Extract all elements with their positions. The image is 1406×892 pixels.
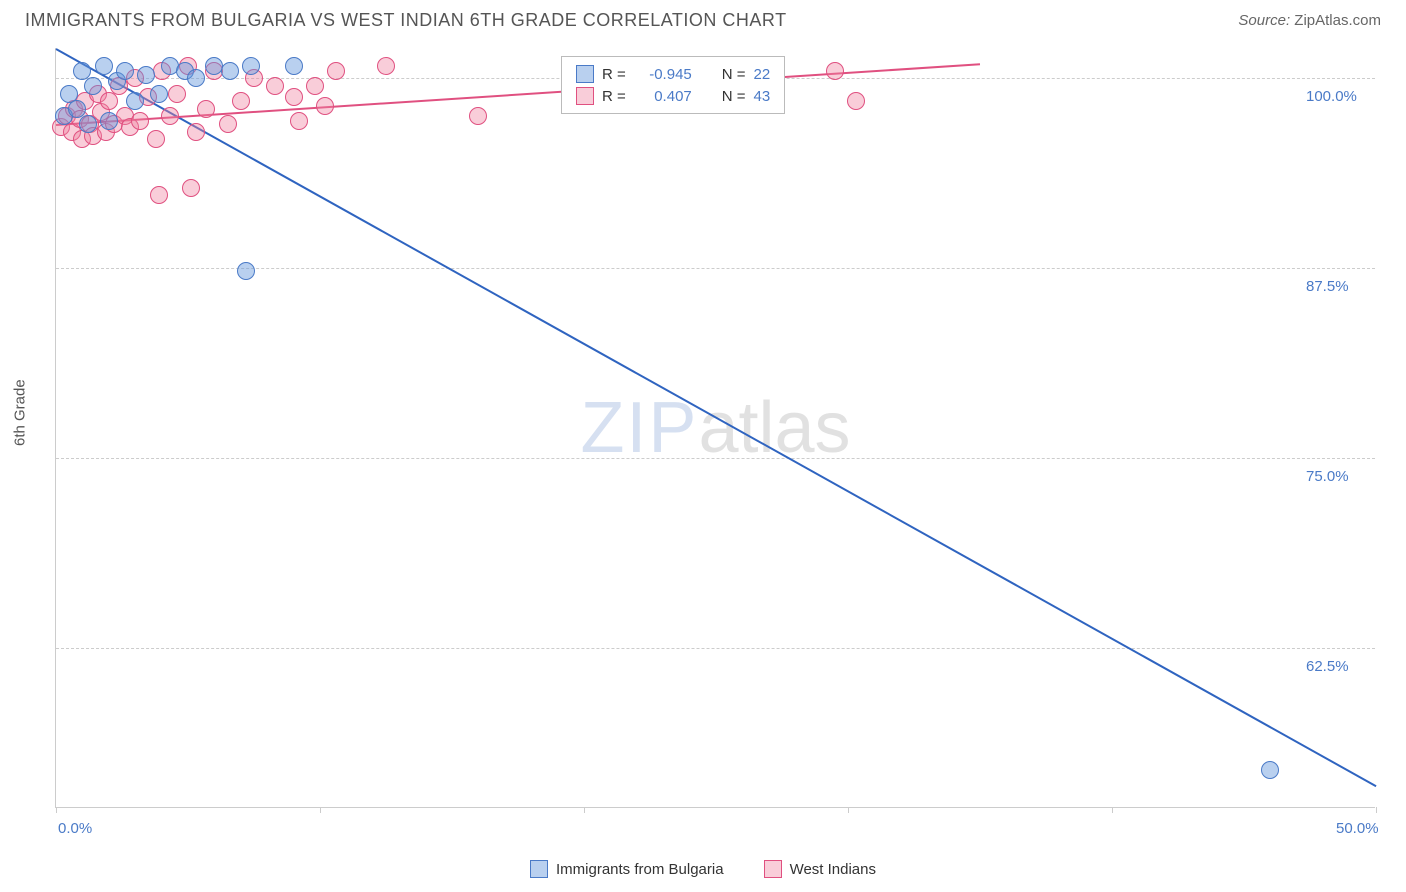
data-point [161, 107, 179, 125]
data-point [100, 112, 118, 130]
data-point [377, 57, 395, 75]
data-point [197, 100, 215, 118]
x-tick-label: 50.0% [1336, 820, 1379, 837]
data-point [306, 77, 324, 95]
legend-swatch-westindian [764, 860, 782, 878]
data-point [242, 57, 260, 75]
source-value: ZipAtlas.com [1294, 12, 1381, 29]
scatter-plot: ZIPatlas 62.5%75.0%87.5%100.0%0.0%50.0%R… [55, 48, 1375, 808]
data-point [116, 62, 134, 80]
data-point [137, 66, 155, 84]
series-legend: Immigrants from Bulgaria West Indians [0, 860, 1406, 878]
stats-r-value: 0.407 [634, 88, 692, 105]
data-point [131, 112, 149, 130]
data-point [237, 262, 255, 280]
legend-label-westindian: West Indians [790, 861, 876, 878]
source-attribution: Source: ZipAtlas.com [1238, 12, 1381, 29]
stats-n-value: 43 [754, 88, 771, 105]
stats-n-label: N = [722, 66, 746, 83]
data-point [84, 77, 102, 95]
y-axis-label: 6th Grade [12, 379, 29, 446]
data-point [168, 85, 186, 103]
data-point [187, 123, 205, 141]
data-point [100, 92, 118, 110]
data-point [469, 107, 487, 125]
trend-line [56, 48, 1377, 787]
legend-swatch-bulgaria [530, 860, 548, 878]
data-point [266, 77, 284, 95]
data-point [232, 92, 250, 110]
legend-item-bulgaria: Immigrants from Bulgaria [530, 860, 724, 878]
x-tick-mark [56, 807, 57, 813]
x-tick-label: 0.0% [58, 820, 92, 837]
data-point [826, 62, 844, 80]
data-point [150, 186, 168, 204]
data-point [79, 115, 97, 133]
stats-n-label: N = [722, 88, 746, 105]
data-point [290, 112, 308, 130]
data-point [847, 92, 865, 110]
legend-label-bulgaria: Immigrants from Bulgaria [556, 861, 724, 878]
stats-swatch [576, 65, 594, 83]
stats-r-label: R = [602, 66, 626, 83]
stats-legend: R = -0.945 N = 22 R = 0.407 N = 43 [561, 56, 785, 114]
watermark-atlas: atlas [698, 388, 850, 468]
x-tick-mark [848, 807, 849, 813]
data-point [1261, 761, 1279, 779]
stats-n-value: 22 [754, 66, 771, 83]
chart-title: IMMIGRANTS FROM BULGARIA VS WEST INDIAN … [25, 10, 787, 31]
data-point [219, 115, 237, 133]
y-tick-label: 62.5% [1306, 658, 1349, 675]
data-point [182, 179, 200, 197]
data-point [327, 62, 345, 80]
gridline [56, 648, 1375, 649]
data-point [285, 88, 303, 106]
data-point [150, 85, 168, 103]
stats-row: R = 0.407 N = 43 [576, 85, 770, 107]
gridline [56, 458, 1375, 459]
data-point [126, 92, 144, 110]
stats-swatch [576, 87, 594, 105]
data-point [95, 57, 113, 75]
stats-r-label: R = [602, 88, 626, 105]
x-tick-mark [1112, 807, 1113, 813]
y-tick-label: 100.0% [1306, 88, 1357, 105]
x-tick-mark [584, 807, 585, 813]
data-point [147, 130, 165, 148]
legend-item-westindian: West Indians [764, 860, 876, 878]
stats-row: R = -0.945 N = 22 [576, 63, 770, 85]
x-tick-mark [1376, 807, 1377, 813]
data-point [316, 97, 334, 115]
y-tick-label: 87.5% [1306, 278, 1349, 295]
data-point [221, 62, 239, 80]
data-point [285, 57, 303, 75]
chart-header: IMMIGRANTS FROM BULGARIA VS WEST INDIAN … [0, 0, 1406, 39]
y-tick-label: 75.0% [1306, 468, 1349, 485]
watermark: ZIPatlas [580, 387, 850, 469]
stats-r-value: -0.945 [634, 66, 692, 83]
x-tick-mark [320, 807, 321, 813]
source-label: Source: [1238, 12, 1290, 29]
data-point [187, 69, 205, 87]
